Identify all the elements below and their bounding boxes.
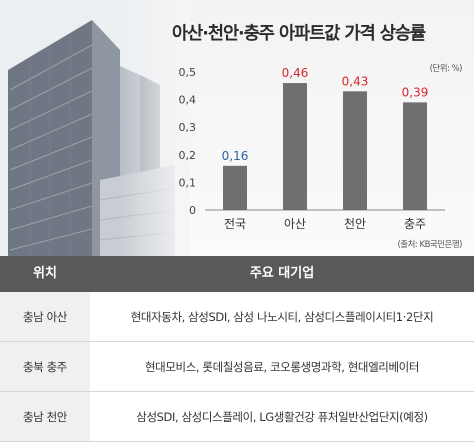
y-tick-label: 0,3 <box>179 121 197 134</box>
category-label: 천안 <box>344 216 366 231</box>
y-tick-label: 0,4 <box>179 94 197 107</box>
chart-panel: 아산·천안·충주 아파트값 가격 상승률 (단위: %) 0 0,1 0,2 0,3 0… <box>0 0 474 256</box>
value-label: 0,16 <box>222 149 249 163</box>
bar-0 <box>223 165 247 210</box>
y-tick-label: 0 <box>189 204 196 217</box>
photo-fade <box>120 0 190 256</box>
bar-1 <box>283 83 307 210</box>
source-label: (출처: KB국민은행) <box>397 240 462 250</box>
table-header: 위치 주요 대기업 <box>0 256 474 292</box>
y-tick-label: 0,5 <box>179 66 197 79</box>
category-label: 전국 <box>224 217 246 231</box>
header-companies: 주요 대기업 <box>249 266 315 281</box>
row-companies: 현대모비스, 롯데칠성음료, 코오롱생명과학, 현대엘리베이터 <box>144 359 420 374</box>
row-location: 충남 아산 <box>0 292 90 341</box>
row-companies: 현대자동차, 삼성SDI, 삼성 나노시티, 삼성디스플레이시티1·2단지 <box>130 309 434 324</box>
bar-chart: 0 0,1 0,2 0,3 0,4 0,5 0,16 0,46 0,43 0,39 전국 아산 천안… <box>179 66 445 231</box>
category-label: 충주 <box>404 217 426 231</box>
value-label: 0,46 <box>282 66 309 80</box>
y-tick-label: 0,1 <box>179 176 197 189</box>
row-location: 충남 천안 <box>0 392 90 441</box>
row-location: 충북 충주 <box>0 342 90 391</box>
chart-title: 아산·천안·충주 아파트값 가격 상승률 <box>172 24 426 44</box>
table-row: 충남 천안 삼성SDI, 삼성디스플레이, LG생활건강 퓨처일반산업단지(예정… <box>0 392 474 442</box>
category-label: 아산 <box>284 217 306 231</box>
header-location: 위치 <box>33 266 57 281</box>
bar-2 <box>343 91 367 210</box>
table-row: 충남 아산 현대자동차, 삼성SDI, 삼성 나노시티, 삼성디스플레이시티1·… <box>0 292 474 342</box>
value-label: 0,43 <box>342 74 369 88</box>
unit-label: (단위: %) <box>429 64 463 74</box>
bar-3 <box>403 102 427 210</box>
company-table: 위치 주요 대기업 충남 아산 현대자동차, 삼성SDI, 삼성 나노시티, 삼… <box>0 256 474 442</box>
table-row: 충북 충주 현대모비스, 롯데칠성음료, 코오롱생명과학, 현대엘리베이터 <box>0 342 474 392</box>
y-tick-label: 0,2 <box>179 149 197 162</box>
row-companies: 삼성SDI, 삼성디스플레이, LG생활건강 퓨처일반산업단지(예정) <box>136 409 428 424</box>
value-label: 0,39 <box>402 85 429 99</box>
